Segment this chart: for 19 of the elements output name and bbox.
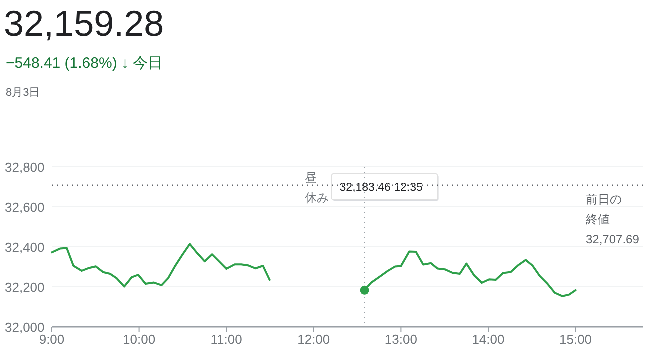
annotation: 8月3日 (6, 87, 40, 99)
y-tick-label: 32,000 (5, 320, 45, 335)
ref-label: 前日の終値32,707.69 (586, 192, 640, 246)
y-tick-label: 32,200 (5, 280, 45, 295)
x-tick-label: 14:00 (472, 332, 505, 347)
annotation: 昼休み (304, 171, 329, 205)
x-tick-label: 11:00 (210, 332, 242, 347)
annotation: 32,183.46 12:35 (340, 182, 423, 194)
line-series (51, 243, 271, 288)
x-tick-label: 15:00 (560, 332, 592, 347)
x-tick-label: 10:00 (123, 332, 156, 347)
y-tick-label: 32,400 (5, 240, 45, 255)
subtitle: −548.41 (1.68%) ↓ 今日 (6, 55, 164, 72)
y-tick-label: 32,800 (5, 160, 45, 175)
y-tick-label: 32,600 (5, 200, 45, 215)
title: 32,159.28 (4, 3, 164, 44)
x-tick-label: 12:00 (298, 332, 330, 347)
x-tick-label: 13:00 (384, 332, 418, 347)
x-tick-label: 9:00 (39, 332, 65, 347)
